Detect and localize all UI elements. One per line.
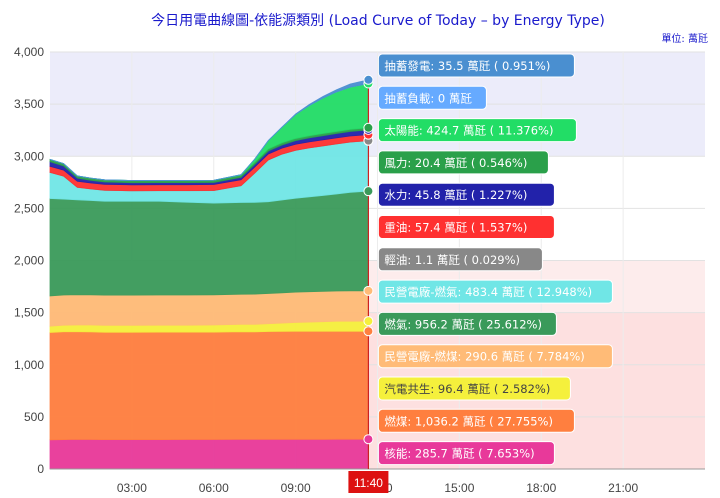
x-tick-label: 06:00 bbox=[199, 481, 229, 495]
x-tick-label: 18:00 bbox=[526, 481, 556, 495]
marker-燃煤 bbox=[363, 326, 374, 337]
area-燃煤[interactable] bbox=[49, 330, 369, 441]
y-tick-label: 3,500 bbox=[14, 97, 44, 111]
tooltip-text-抽蓄發電: 抽蓄發電: 35.5 萬瓩 ( 0.951%) bbox=[384, 59, 550, 73]
tooltip-text-民營電廠-燃煤: 民營電廠-燃煤: 290.6 萬瓩 ( 7.784%) bbox=[384, 350, 584, 364]
y-tick-label: 1,500 bbox=[14, 306, 44, 320]
tooltip-text-核能: 核能: 285.7 萬瓩 ( 7.653%) bbox=[384, 447, 534, 461]
x-tick-label: 09:00 bbox=[281, 481, 311, 495]
tooltip-text-風力: 風力: 20.4 萬瓩 ( 0.546%) bbox=[384, 156, 527, 170]
tooltip-box-核能 bbox=[377, 441, 555, 466]
tooltip-box-民營電廠-燃煤 bbox=[377, 344, 613, 369]
tooltip-text-重油: 重油: 57.4 萬瓩 ( 1.537%) bbox=[384, 221, 527, 235]
cursor-time-box bbox=[348, 471, 389, 493]
tooltip-box-水力 bbox=[377, 182, 555, 207]
chart-title: 今日用電曲線圖-依能源類別 (Load Curve of Today – by … bbox=[151, 13, 605, 29]
marker-民營電廠-燃煤 bbox=[363, 285, 374, 296]
tooltip-box-燃氣 bbox=[377, 311, 557, 336]
tooltip-text-燃煤: 燃煤: 1,036.2 萬瓩 ( 27.755%) bbox=[384, 414, 553, 428]
tooltip-box-汽電共生 bbox=[377, 376, 571, 401]
tooltip-box-燃煤 bbox=[377, 408, 575, 433]
marker-風力 bbox=[363, 122, 374, 133]
tooltip-box-抽蓄負載 bbox=[377, 85, 487, 110]
marker-燃氣 bbox=[363, 186, 374, 197]
area-民營電廠-燃煤[interactable] bbox=[49, 290, 369, 327]
tooltip-text-汽電共生: 汽電共生: 96.4 萬瓩 ( 2.582%) bbox=[384, 382, 550, 396]
area-燃氣[interactable] bbox=[49, 190, 369, 297]
y-tick-label: 0 bbox=[37, 462, 44, 476]
tooltip-box-抽蓄發電 bbox=[377, 53, 575, 78]
y-tick-label: 2,000 bbox=[14, 254, 44, 268]
tooltip-text-燃氣: 燃氣: 956.2 萬瓩 ( 25.612%) bbox=[384, 317, 542, 331]
area-核能[interactable] bbox=[49, 438, 369, 470]
y-tick-label: 500 bbox=[24, 410, 44, 424]
y-tick-label: 4,000 bbox=[14, 45, 44, 59]
marker-核能 bbox=[363, 434, 374, 445]
tooltip-box-民營電廠-燃氣 bbox=[377, 279, 613, 304]
x-tick-label: 15:00 bbox=[444, 481, 474, 495]
x-tick-label: 03:00 bbox=[117, 481, 147, 495]
tooltip-text-民營電廠-燃氣: 民營電廠-燃氣: 483.4 萬瓩 ( 12.948%) bbox=[384, 285, 592, 299]
tooltip-box-風力 bbox=[377, 150, 549, 175]
marker-汽電共生 bbox=[363, 316, 374, 327]
tooltip-text-太陽能: 太陽能: 424.7 萬瓩 ( 11.376%) bbox=[384, 124, 553, 138]
y-tick-label: 2,500 bbox=[14, 201, 44, 215]
marker-抽蓄發電 bbox=[363, 74, 374, 85]
tooltip-text-水力: 水力: 45.8 萬瓩 ( 1.227%) bbox=[384, 188, 527, 202]
tooltip-text-輕油: 輕油: 1.1 萬瓩 ( 0.029%) bbox=[384, 253, 520, 267]
tooltip-box-重油 bbox=[377, 215, 555, 239]
unit-label: 單位: 萬瓩 bbox=[661, 32, 708, 45]
cursor-time-label: 11:40 bbox=[354, 476, 383, 490]
y-tick-label: 1,000 bbox=[14, 358, 44, 372]
x-tick-label: 21:00 bbox=[608, 481, 638, 495]
tooltip-box-太陽能 bbox=[377, 118, 577, 143]
y-tick-label: 3,000 bbox=[14, 149, 44, 163]
tooltip-text-抽蓄負載: 抽蓄負載: 0 萬瓩 bbox=[384, 91, 472, 105]
tooltip-box-輕油 bbox=[377, 247, 543, 272]
